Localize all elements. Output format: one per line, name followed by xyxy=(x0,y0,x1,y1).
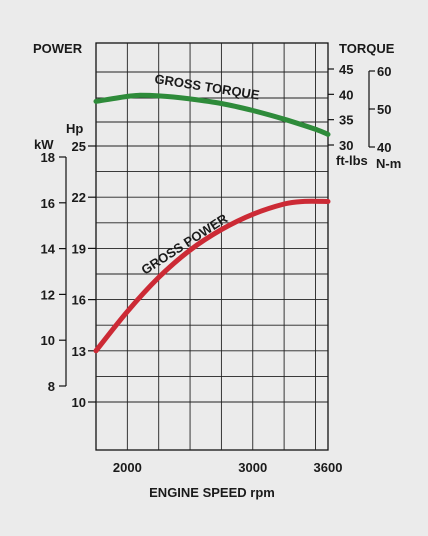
kw-tick-label: 16 xyxy=(41,196,55,211)
kw-tick-label: 18 xyxy=(41,150,55,165)
plot-area xyxy=(95,42,329,451)
hp-tick-label: 10 xyxy=(72,395,86,410)
hp-tick-label: 13 xyxy=(72,344,86,359)
hp-tick-label: 19 xyxy=(72,241,86,256)
nm-tick-label: 40 xyxy=(377,140,391,155)
gross-power-line xyxy=(93,198,331,354)
hp-tick-label: 22 xyxy=(72,190,86,205)
kw-unit-label: kW xyxy=(34,137,54,152)
hp-unit-label: Hp xyxy=(66,121,83,136)
kw-tick-label: 12 xyxy=(41,287,55,302)
nm-unit-label: N-m xyxy=(376,156,401,171)
kw-tick-label: 10 xyxy=(41,333,55,348)
nm-tick-label: 60 xyxy=(377,64,391,79)
ftlbs-unit-label: ft-lbs xyxy=(336,153,368,168)
x-axis: 2000 3000 3600 xyxy=(113,460,343,475)
ftlbs-tick-label: 35 xyxy=(339,113,353,128)
gross-torque-line xyxy=(93,92,331,137)
nm-tick-label: 50 xyxy=(377,102,391,117)
x-tick-label: 3000 xyxy=(238,460,267,475)
hp-axis: 25 22 19 16 13 10 xyxy=(72,139,96,410)
kw-tick-label: 8 xyxy=(48,379,55,394)
torque-label: TORQUE xyxy=(339,41,395,56)
ftlbs-tick-label: 40 xyxy=(339,87,353,102)
nm-axis: 60 50 40 xyxy=(369,64,391,155)
hp-tick-label: 25 xyxy=(72,139,86,154)
power-label: POWER xyxy=(33,41,83,56)
ftlbs-tick-label: 30 xyxy=(339,138,353,153)
x-tick-label: 2000 xyxy=(113,460,142,475)
ftlbs-axis: 45 40 35 30 xyxy=(328,62,353,153)
x-tick-label: 3600 xyxy=(314,460,343,475)
kw-axis: 18 16 14 12 10 8 xyxy=(41,150,66,394)
x-axis-title: ENGINE SPEED rpm xyxy=(149,485,275,500)
kw-tick-label: 14 xyxy=(41,242,56,257)
hp-tick-label: 16 xyxy=(72,293,86,308)
ftlbs-tick-label: 45 xyxy=(339,62,353,77)
